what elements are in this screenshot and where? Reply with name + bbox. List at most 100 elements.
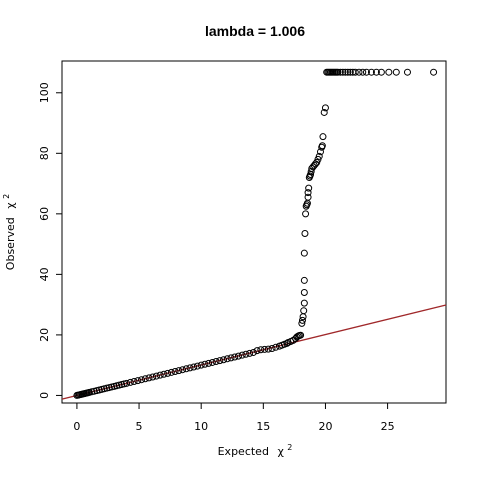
data-point (164, 369, 172, 377)
data-point (126, 378, 134, 386)
x-axis-label-symbol: χ (277, 445, 284, 458)
data-point (242, 350, 250, 358)
data-point (300, 276, 308, 284)
x-tick-label: 20 (318, 420, 332, 433)
data-point (346, 68, 354, 76)
data-point (130, 378, 138, 386)
data-point (231, 353, 239, 361)
data-point (227, 354, 235, 362)
y-tick-label: 0 (38, 392, 51, 399)
y-axis-label-sup: 2 (2, 194, 11, 199)
data-point (123, 379, 131, 387)
data-point (336, 68, 344, 76)
y-tick-label: 60 (38, 207, 51, 221)
data-point (392, 68, 400, 76)
data-point (307, 167, 315, 175)
data-point (268, 345, 276, 353)
data-point (300, 249, 308, 257)
data-point (299, 313, 307, 321)
x-tick-label: 5 (136, 420, 143, 433)
data-point (297, 331, 305, 339)
y-tick-label: 40 (38, 267, 51, 281)
x-tick-label: 0 (73, 420, 80, 433)
data-point (138, 376, 146, 384)
data-point (300, 289, 308, 297)
y-axis-label: Observed χ 2 (2, 194, 17, 270)
data-point (216, 357, 224, 365)
data-point (430, 68, 438, 76)
data-point (283, 339, 291, 347)
data-point (362, 68, 370, 76)
data-point (182, 365, 190, 373)
data-point (298, 316, 306, 324)
data-point (318, 142, 326, 150)
y-tick-label: 20 (38, 328, 51, 342)
data-point (134, 377, 142, 385)
x-axis-label: Expected χ 2 (218, 443, 293, 458)
x-axis-label-sup: 2 (287, 443, 292, 452)
data-point (190, 363, 198, 371)
data-point (319, 133, 327, 141)
chart-title: lambda = 1.006 (205, 23, 305, 39)
data-point (385, 68, 393, 76)
data-point (272, 343, 280, 351)
y-tick-label: 100 (38, 82, 51, 103)
data-point (304, 189, 312, 197)
x-axis-label-text: Expected (218, 445, 269, 458)
data-point (334, 68, 342, 76)
data-point (257, 346, 265, 354)
data-point (264, 345, 272, 353)
x-tick-label: 25 (381, 420, 395, 433)
y-tick-label: 80 (38, 146, 51, 160)
x-tick-label: 10 (194, 420, 208, 433)
x-axis: 0 5 10 15 20 25 (73, 402, 395, 433)
data-point (339, 68, 347, 76)
data-point (193, 362, 201, 370)
data-point (367, 68, 375, 76)
data-point (355, 68, 363, 76)
data-point (197, 361, 205, 369)
data-point (141, 375, 149, 383)
data-point (261, 345, 269, 353)
y-axis-label-text: Observed (4, 217, 17, 270)
data-point (160, 370, 168, 378)
data-point (212, 358, 220, 366)
data-point (253, 347, 261, 355)
x-tick-label: 15 (256, 420, 270, 433)
data-point (300, 307, 308, 315)
data-point (145, 374, 153, 382)
y-axis: 0 20 40 60 80 100 (38, 82, 63, 399)
data-point (171, 368, 179, 376)
data-point (246, 349, 254, 357)
data-point (234, 352, 242, 360)
data-point (186, 364, 194, 372)
points-group (73, 68, 438, 399)
data-point (305, 184, 313, 192)
data-point (201, 360, 209, 368)
y-axis-label-symbol: χ (4, 202, 17, 209)
data-point (208, 358, 216, 366)
data-point (301, 230, 309, 238)
data-point (359, 68, 367, 76)
data-point (315, 152, 323, 160)
data-point (341, 68, 349, 76)
data-point (238, 351, 246, 359)
data-point (300, 299, 308, 307)
data-point (304, 193, 312, 201)
data-point (344, 68, 352, 76)
data-point (320, 108, 328, 116)
data-point (156, 371, 164, 379)
data-point (152, 372, 160, 380)
data-point (167, 368, 175, 376)
data-point (205, 359, 213, 367)
data-point (220, 356, 228, 364)
data-point (223, 355, 231, 363)
data-point (302, 210, 310, 218)
data-point (377, 68, 385, 76)
data-point (175, 367, 183, 375)
data-point (372, 68, 380, 76)
data-point (403, 68, 411, 76)
data-point (179, 366, 187, 374)
data-point (351, 68, 359, 76)
